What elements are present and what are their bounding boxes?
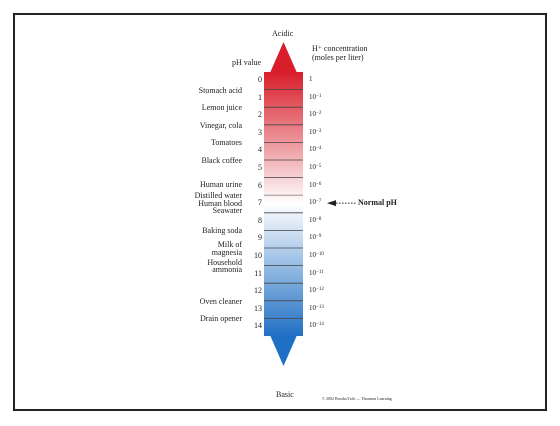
ph-value-0: 0 bbox=[258, 75, 262, 84]
ph-value-4: 4 bbox=[258, 145, 262, 155]
substance-label: Lemon juice bbox=[201, 103, 242, 113]
concentration-base: 10 bbox=[309, 215, 316, 224]
concentration-base: 10 bbox=[309, 92, 316, 101]
concentration-exponent: −6 bbox=[316, 181, 322, 187]
substance-label: Tomatoes bbox=[211, 138, 242, 148]
concentration-header-line2: (moles per liter) bbox=[312, 53, 364, 62]
concentration-value: 10−9 bbox=[309, 233, 321, 242]
concentration-exponent: −4 bbox=[316, 146, 322, 152]
concentration-value: 10−5 bbox=[309, 163, 321, 172]
concentration-exponent: −2 bbox=[316, 111, 322, 117]
ph-value-1: 1 bbox=[258, 92, 262, 102]
ph-value-12: 12 bbox=[254, 286, 262, 296]
normal-ph-arrow-icon bbox=[327, 200, 336, 207]
substance-label: Human blood bbox=[198, 199, 242, 209]
concentration-base: 1 bbox=[309, 75, 313, 83]
concentration-value: 10−8 bbox=[309, 216, 321, 225]
concentration-value: 10−11 bbox=[309, 269, 324, 278]
concentration-value: 1 bbox=[309, 75, 313, 84]
concentration-base: 10 bbox=[309, 145, 316, 154]
concentration-base: 10 bbox=[309, 110, 316, 119]
substance-label: magnesia bbox=[211, 247, 242, 257]
concentration-exponent: −9 bbox=[316, 234, 322, 240]
substance-label: Distilled water bbox=[194, 191, 242, 201]
substance-label: Stomach acid bbox=[198, 85, 242, 95]
ph-color-bar bbox=[264, 72, 303, 336]
concentration-base: 10 bbox=[309, 180, 316, 189]
concentration-exponent: −14 bbox=[316, 322, 324, 328]
ph-value-9: 9 bbox=[258, 233, 262, 243]
ph-value-7: 7 bbox=[258, 198, 262, 208]
normal-ph-marker bbox=[327, 200, 356, 207]
ph-value-10: 10 bbox=[254, 251, 262, 260]
substance-label: Oven cleaner bbox=[199, 296, 242, 306]
concentration-value: 10−2 bbox=[309, 110, 321, 119]
concentration-value: 10−6 bbox=[309, 181, 321, 190]
substance-label: Milk of bbox=[217, 240, 242, 250]
concentration-base: 10 bbox=[309, 233, 316, 242]
concentration-value: 10−12 bbox=[309, 286, 324, 295]
concentration-value: 10−3 bbox=[309, 128, 321, 137]
acidic-label: Acidic bbox=[272, 29, 294, 38]
ph-tick-lines bbox=[264, 89, 303, 319]
concentration-value: 10−14 bbox=[309, 321, 324, 330]
substance-label: Human urine bbox=[200, 179, 242, 189]
ph-value-11: 11 bbox=[254, 268, 262, 278]
concentration-base: 10 bbox=[309, 286, 316, 295]
substance-label: ammonia bbox=[212, 265, 242, 275]
concentration-exponent: −3 bbox=[316, 128, 322, 134]
ph-value-14: 14 bbox=[254, 321, 262, 331]
concentration-base: 10 bbox=[309, 251, 316, 259]
substance-label: Drain opener bbox=[200, 314, 242, 324]
normal-ph-label: Normal pH bbox=[358, 198, 397, 208]
concentration-base: 10 bbox=[309, 127, 316, 136]
concentration-exponent: −5 bbox=[316, 164, 322, 169]
ph-value-6: 6 bbox=[258, 180, 262, 190]
acidic-arrow-icon bbox=[269, 42, 298, 74]
basic-label: Basic bbox=[276, 390, 294, 399]
ph-value-header: pH value bbox=[232, 58, 262, 67]
concentration-value: 10−1 bbox=[309, 93, 321, 102]
ph-value-8: 8 bbox=[258, 215, 262, 225]
concentration-value: 10−4 bbox=[309, 145, 321, 154]
ph-value-5: 5 bbox=[258, 163, 262, 172]
concentration-base: 10 bbox=[309, 321, 316, 330]
ph-value-3: 3 bbox=[258, 127, 262, 137]
substance-label: Seawater bbox=[212, 206, 242, 216]
concentration-exponent: −1 bbox=[316, 93, 322, 99]
concentration-value: 10−10 bbox=[309, 251, 324, 260]
ph-value-13: 13 bbox=[254, 303, 262, 313]
substance-label: Black coffee bbox=[201, 156, 243, 165]
concentration-value: 10−13 bbox=[309, 304, 324, 313]
concentration-header-line1: H⁺ concentration bbox=[312, 44, 368, 53]
substance-label: Household bbox=[207, 258, 242, 268]
substance-label: Vinegar, cola bbox=[199, 120, 242, 130]
concentration-base: 10 bbox=[309, 163, 316, 171]
concentration-exponent: −8 bbox=[316, 216, 322, 222]
substance-label: Baking soda bbox=[202, 226, 242, 236]
concentration-exponent: −7 bbox=[316, 199, 322, 205]
basic-arrow-icon bbox=[269, 334, 298, 366]
ph-value-2: 2 bbox=[258, 110, 262, 120]
concentration-exponent: −11 bbox=[316, 269, 324, 275]
concentration-exponent: −12 bbox=[316, 287, 324, 293]
copyright-note: © 2002 Brooks/Cole — Thomson Learning bbox=[322, 396, 392, 401]
concentration-exponent: −10 bbox=[316, 252, 324, 257]
concentration-base: 10 bbox=[309, 268, 316, 277]
concentration-value: 10−7 bbox=[309, 198, 321, 207]
concentration-exponent: −13 bbox=[316, 304, 324, 310]
concentration-base: 10 bbox=[309, 303, 316, 312]
concentration-base: 10 bbox=[309, 198, 316, 207]
